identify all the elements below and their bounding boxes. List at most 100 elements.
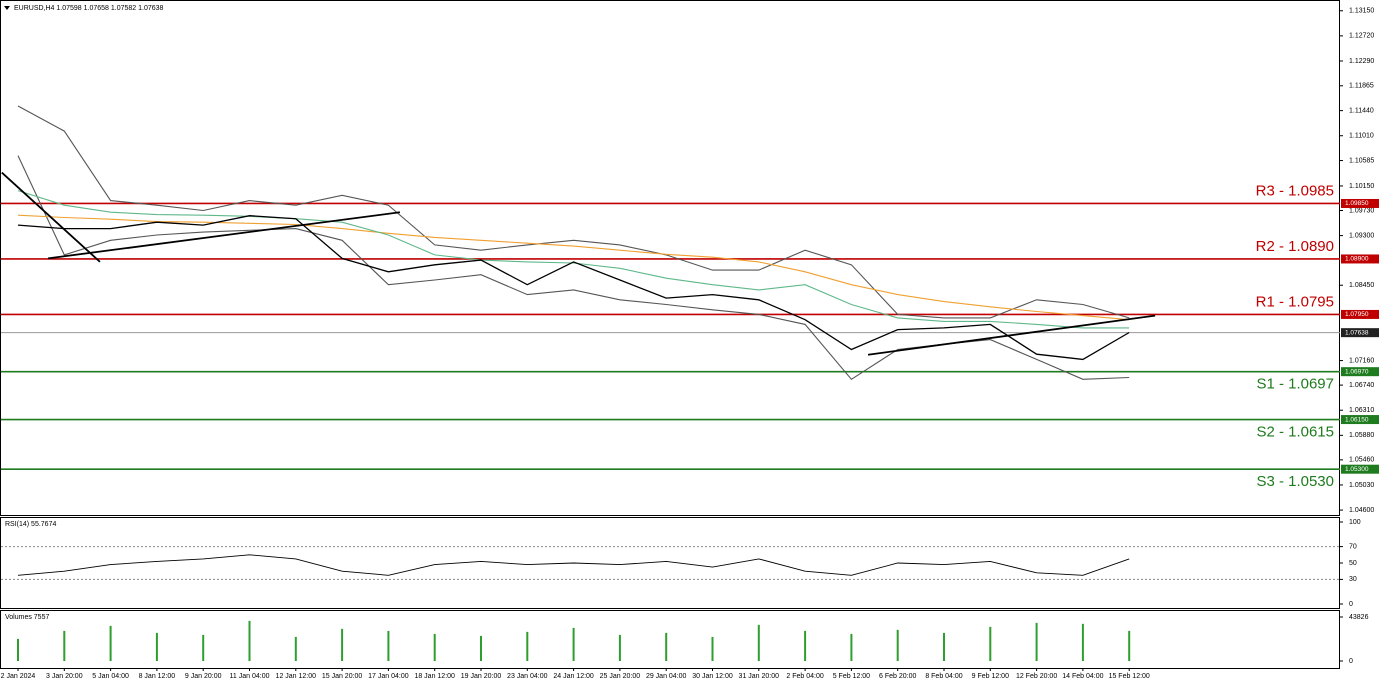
level-label: R3 - 1.0985 — [1256, 182, 1334, 199]
y-tick-label: 1.11010 — [1349, 133, 1374, 140]
x-tick-label: 5 Jan 04:00 — [92, 673, 129, 680]
level-axis-box — [1341, 309, 1379, 319]
y-tick-label: 1.10150 — [1349, 183, 1374, 190]
level-axis-label: 1.07950 — [1345, 311, 1369, 318]
volume-bar — [63, 630, 66, 661]
volume-bar — [757, 624, 760, 661]
x-tick-label: 8 Jan 12:00 — [139, 673, 176, 680]
trendline — [867, 314, 1156, 356]
x-tick-label: 9 Feb 12:00 — [972, 673, 1009, 680]
x-tick-label: 23 Jan 04:00 — [507, 673, 548, 680]
volume-frame — [0, 610, 1340, 669]
y-tick-label: 1.05880 — [1349, 432, 1374, 439]
volume-bar — [17, 638, 19, 661]
x-tick-label: 19 Jan 20:00 — [461, 673, 502, 680]
volume-bar — [433, 633, 436, 661]
y-tick-label: 1.12290 — [1349, 58, 1374, 65]
main-title: EURUSD,H4 1.07598 1.07658 1.07582 1.0763… — [14, 5, 164, 12]
level-axis-box — [1341, 415, 1379, 425]
level-label: R2 - 1.0890 — [1256, 238, 1334, 255]
volume-bar — [665, 632, 668, 661]
trendline — [1, 171, 101, 263]
trendline — [47, 211, 401, 260]
volume-bar — [155, 632, 158, 661]
volume-bar — [896, 629, 899, 661]
volume-bar — [804, 630, 807, 661]
volume-bar — [387, 630, 390, 661]
volume-bar — [943, 632, 945, 661]
level-label: R1 - 1.0795 — [1256, 293, 1334, 310]
dropdown-icon — [4, 6, 10, 10]
y-tick-label: 1.06310 — [1349, 407, 1374, 414]
volume-bar — [1081, 623, 1084, 661]
x-tick-label: 9 Jan 20:00 — [185, 673, 222, 680]
level-axis-label: 1.09850 — [1345, 200, 1369, 207]
y-tick-label: 1.13150 — [1349, 8, 1374, 15]
volume-bar — [248, 620, 251, 661]
x-tick-label: 29 Jan 04:00 — [646, 673, 687, 680]
y-tick-label: 100 — [1349, 519, 1361, 526]
y-tick-label: 1.11865 — [1349, 83, 1374, 90]
x-tick-label: 2 Jan 2024 — [1, 673, 36, 680]
y-tick-label: 1.10585 — [1349, 157, 1374, 164]
y-tick-label: 1.08450 — [1349, 282, 1374, 289]
volume-bar — [618, 634, 621, 661]
y-tick-label: 0 — [1349, 658, 1353, 665]
y-tick-label: 1.06740 — [1349, 382, 1374, 389]
y-tick-label: 30 — [1349, 576, 1357, 583]
x-tick-label: 5 Feb 12:00 — [833, 673, 870, 680]
y-tick-label: 1.12720 — [1349, 33, 1374, 40]
level-axis-box — [1341, 198, 1379, 208]
volume-bar — [989, 626, 992, 661]
y-tick-label: 1.09300 — [1349, 232, 1374, 239]
series-line — [17, 155, 1130, 381]
x-tick-label: 2 Feb 04:00 — [786, 673, 823, 680]
level-axis-box — [1341, 254, 1379, 264]
rsi-title: RSI(14) 55.7674 — [5, 521, 56, 528]
volume-bar — [202, 634, 205, 661]
volume-bar — [341, 628, 344, 661]
x-tick-label: 15 Jan 20:00 — [322, 673, 363, 680]
x-tick-label: 30 Jan 12:00 — [692, 673, 733, 680]
volume-bar — [1128, 630, 1131, 661]
level-axis-box — [1341, 367, 1379, 377]
y-tick-label: 1.09730 — [1349, 207, 1374, 214]
volume-title: Volumes 7557 — [5, 614, 49, 621]
level-label: S3 - 1.0530 — [1256, 473, 1334, 490]
x-tick-label: 8 Feb 04:00 — [925, 673, 962, 680]
y-tick-label: 43826 — [1349, 614, 1369, 621]
volume-bar — [711, 636, 714, 661]
level-axis-label: 1.06150 — [1345, 416, 1369, 423]
level-axis-label: 1.08900 — [1345, 256, 1369, 263]
x-tick-label: 12 Jan 12:00 — [276, 673, 317, 680]
x-tick-label: 24 Jan 12:00 — [553, 673, 594, 680]
y-tick-label: 50 — [1349, 560, 1357, 567]
x-tick-label: 12 Feb 20:00 — [1016, 673, 1057, 680]
rsi-line — [17, 554, 1130, 576]
main-frame — [0, 0, 1340, 516]
rsi-frame — [0, 517, 1340, 609]
x-tick-label: 3 Jan 20:00 — [46, 673, 83, 680]
level-label: S2 - 1.0615 — [1256, 424, 1334, 441]
y-tick-label: 1.05030 — [1349, 482, 1374, 489]
x-tick-label: 17 Jan 04:00 — [368, 673, 409, 680]
x-tick-label: 18 Jan 12:00 — [414, 673, 455, 680]
current-price-box — [1341, 328, 1379, 338]
volume-bar — [109, 625, 112, 661]
x-tick-label: 11 Jan 04:00 — [230, 673, 270, 680]
series-line — [17, 105, 1130, 319]
volume-bar — [1035, 622, 1038, 661]
series-line — [17, 190, 1130, 329]
volume-bar — [480, 635, 482, 661]
level-axis-label: 1.06970 — [1345, 368, 1369, 375]
x-tick-label: 25 Jan 20:00 — [600, 673, 641, 680]
y-tick-label: 1.05460 — [1349, 457, 1374, 464]
series-line — [17, 215, 1130, 361]
x-tick-label: 14 Feb 04:00 — [1062, 673, 1103, 680]
current-price-label: 1.07638 — [1345, 329, 1369, 336]
volume-bar — [526, 631, 529, 661]
y-tick-label: 0 — [1349, 601, 1353, 608]
x-tick-label: 15 Feb 12:00 — [1109, 673, 1150, 680]
level-axis-label: 1.05300 — [1345, 466, 1369, 473]
volume-bar — [572, 627, 575, 661]
